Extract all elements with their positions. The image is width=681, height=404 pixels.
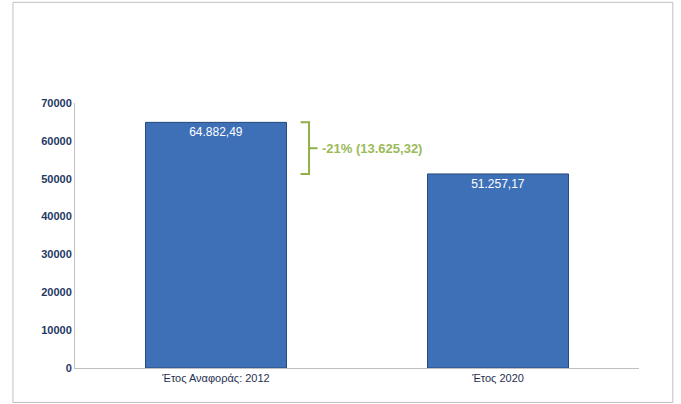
svg-text:64.882,49: 64.882,49 (189, 125, 243, 139)
svg-text:Έτος Αναφοράς: 2012: Έτος Αναφοράς: 2012 (161, 372, 269, 384)
svg-text:0: 0 (66, 362, 72, 374)
svg-text:Έτος 2020: Έτος 2020 (471, 372, 524, 384)
svg-text:70000: 70000 (41, 97, 72, 109)
svg-text:40000: 40000 (41, 210, 72, 222)
svg-text:30000: 30000 (41, 248, 72, 260)
svg-text:20000: 20000 (41, 286, 72, 298)
svg-text:-21% (13.625,32): -21% (13.625,32) (322, 141, 422, 156)
svg-text:60000: 60000 (41, 135, 72, 147)
svg-text:51.257,17: 51.257,17 (471, 177, 525, 191)
svg-text:50000: 50000 (41, 173, 72, 185)
svg-text:10000: 10000 (41, 324, 72, 336)
